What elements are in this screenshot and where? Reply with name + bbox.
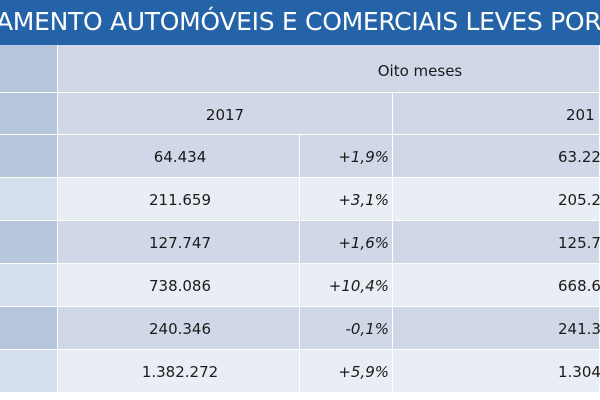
year-label: 2017 [205,106,245,124]
percent-cell [300,178,393,221]
header-year [58,93,393,135]
value: 1.304.0 [558,363,600,381]
value: 241.3 [558,320,600,338]
header-stub [0,93,58,135]
value-cell [393,350,600,393]
period-label: Oito meses [377,62,463,80]
value: 125.7 [558,234,600,252]
value-cell [58,264,300,307]
percent-cell [300,264,393,307]
percent-change: +5,9% [338,363,389,381]
header-year [393,93,600,135]
value-cell [58,350,300,393]
row-stub [0,221,58,264]
percent-change: +3,1% [338,191,389,209]
value-cell [393,135,600,178]
value-cell [393,307,600,350]
percent-cell [300,221,393,264]
year-label: 201 [566,106,595,124]
value: 1.382.272 [141,363,219,381]
value: 668.6 [558,277,600,295]
row-stub [0,350,58,393]
percent-change: +10,4% [328,277,389,295]
percent-cell [300,350,393,393]
value: 205.2 [558,191,600,209]
header-period [58,45,600,93]
value-cell [58,178,300,221]
row-stub [0,307,58,350]
value-cell [58,135,300,178]
percent-cell [300,135,393,178]
row-stub [0,264,58,307]
value: 63.22 [558,148,600,166]
row-stub [0,135,58,178]
value: 127.747 [148,234,212,252]
percent-change: -0,1% [345,320,389,338]
value-cell [393,264,600,307]
value-cell [58,221,300,264]
title: AMENTO AUTOMÓVEIS E COMERCIAIS LEVES POR [0,7,600,36]
percent-cell [300,307,393,350]
percent-change: +1,9% [338,148,389,166]
value: 240.346 [148,320,212,338]
value: 64.434 [153,148,207,166]
title-bar: AMENTO AUTOMÓVEIS E COMERCIAIS LEVES POR [0,0,600,45]
row-stub [0,178,58,221]
value-cell [393,221,600,264]
value-cell [58,307,300,350]
header-stub [0,45,58,93]
percent-change: +1,6% [338,234,389,252]
value: 738.086 [148,277,212,295]
value: 211.659 [148,191,212,209]
